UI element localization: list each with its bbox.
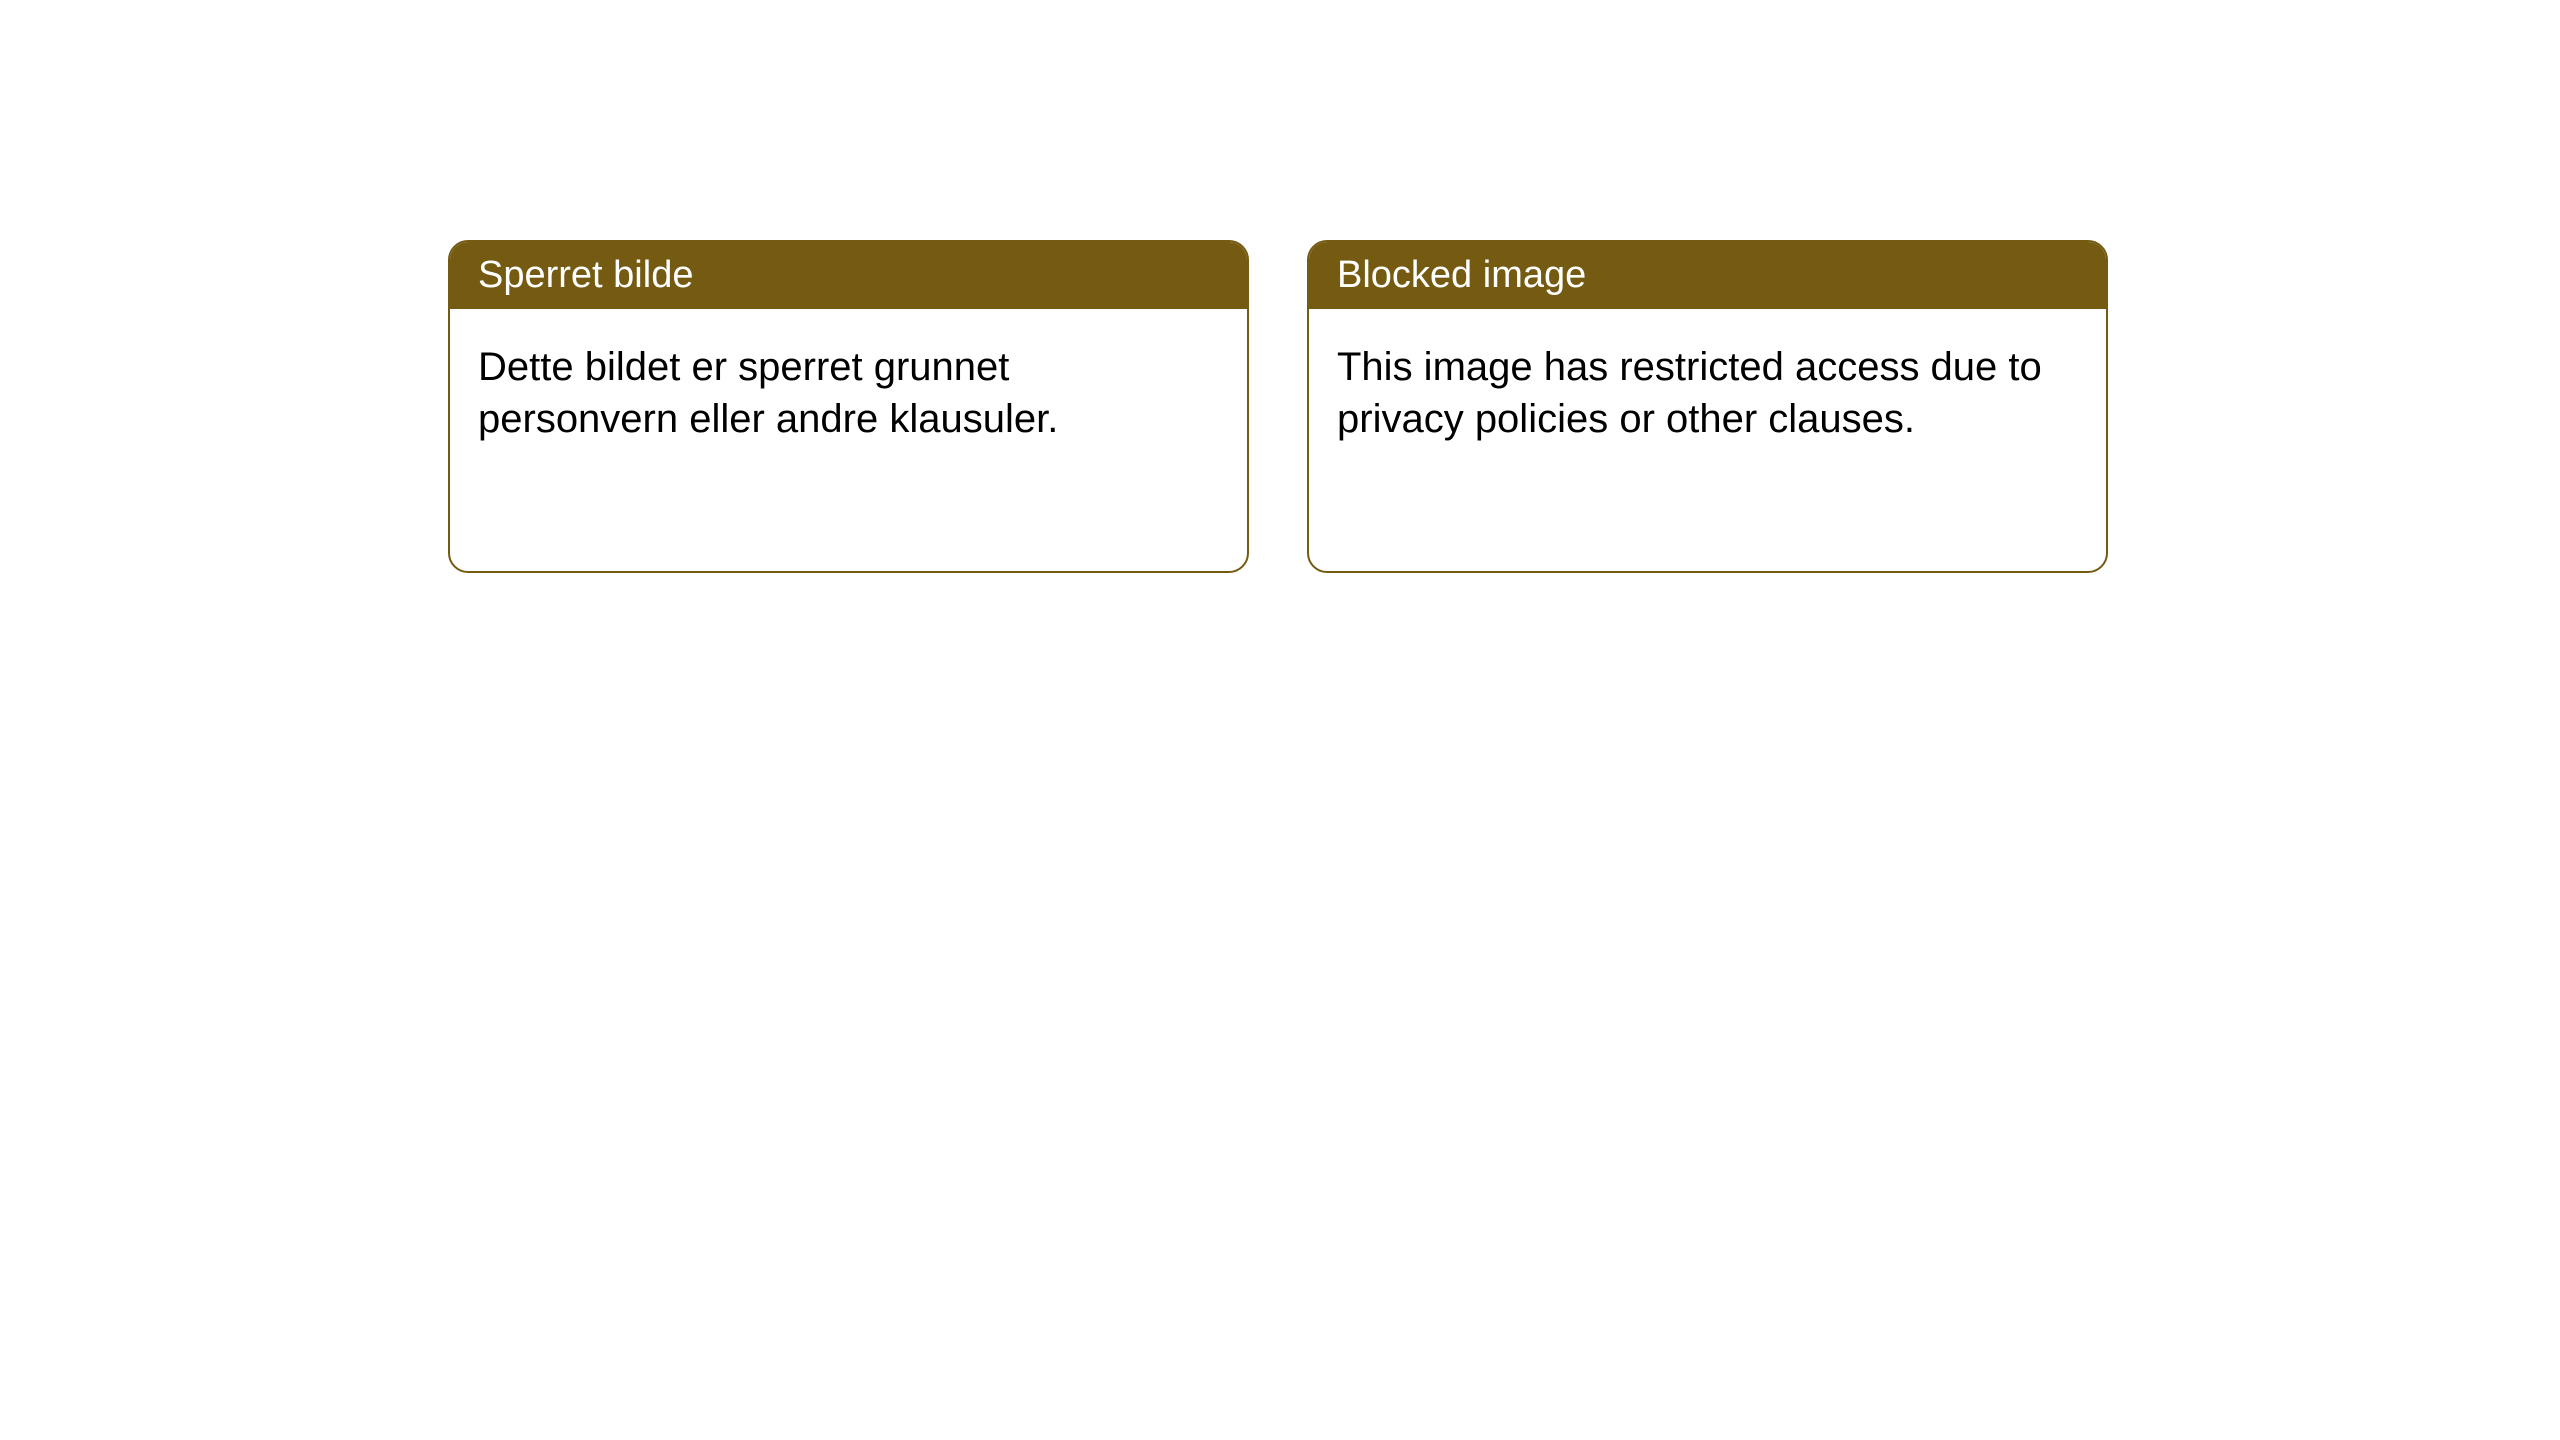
- card-body: This image has restricted access due to …: [1309, 309, 2106, 477]
- cards-container: Sperret bilde Dette bildet er sperret gr…: [448, 240, 2560, 573]
- card-title: Blocked image: [1337, 254, 1586, 296]
- card-header: Blocked image: [1309, 242, 2106, 309]
- card-body: Dette bildet er sperret grunnet personve…: [450, 309, 1247, 477]
- card-header: Sperret bilde: [450, 242, 1247, 309]
- card-body-text: This image has restricted access due to …: [1337, 345, 2042, 441]
- blocked-image-card-english: Blocked image This image has restricted …: [1307, 240, 2108, 573]
- card-body-text: Dette bildet er sperret grunnet personve…: [478, 345, 1058, 441]
- blocked-image-card-norwegian: Sperret bilde Dette bildet er sperret gr…: [448, 240, 1249, 573]
- card-title: Sperret bilde: [478, 254, 693, 296]
